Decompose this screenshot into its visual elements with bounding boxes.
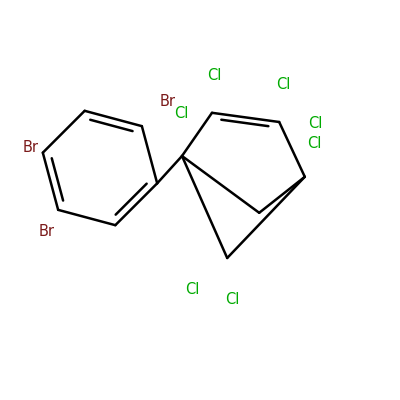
Text: Br: Br bbox=[160, 94, 176, 109]
Text: Cl: Cl bbox=[207, 68, 221, 83]
Text: Cl: Cl bbox=[308, 116, 322, 132]
Text: Cl: Cl bbox=[276, 77, 290, 92]
Text: Cl: Cl bbox=[225, 292, 239, 307]
Text: Cl: Cl bbox=[185, 282, 199, 297]
Text: Cl: Cl bbox=[174, 106, 188, 121]
Text: Br: Br bbox=[23, 140, 39, 155]
Text: Br: Br bbox=[38, 224, 54, 239]
Text: Cl: Cl bbox=[307, 136, 321, 151]
